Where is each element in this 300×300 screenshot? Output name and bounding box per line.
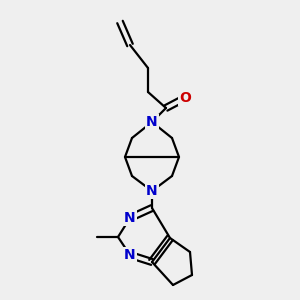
Text: N: N <box>146 115 158 129</box>
Text: N: N <box>146 184 158 198</box>
Text: N: N <box>124 248 136 262</box>
Text: N: N <box>124 211 136 225</box>
Text: O: O <box>179 91 191 105</box>
